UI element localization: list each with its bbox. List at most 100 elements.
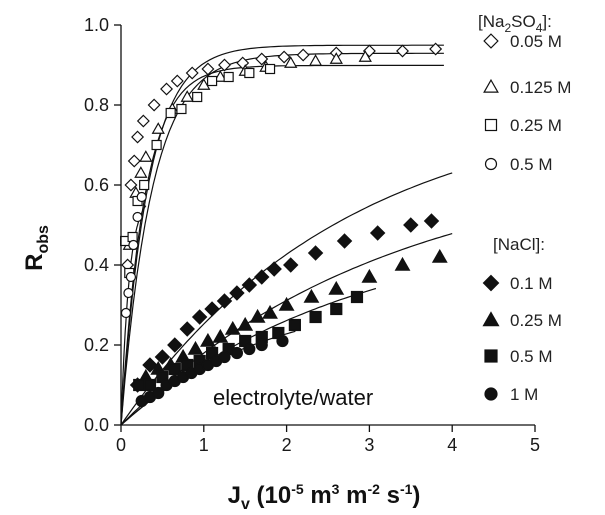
series-points xyxy=(120,191,147,319)
data-point-triangle xyxy=(237,316,254,331)
data-point-circle xyxy=(136,191,147,203)
legend-marker-square xyxy=(484,349,498,363)
data-point-square xyxy=(168,362,181,376)
y-tick-label: 0.0 xyxy=(84,415,109,435)
data-point-circle xyxy=(218,350,231,364)
legend-marker-square xyxy=(484,118,498,132)
legend-label: 0.25 M xyxy=(510,311,562,330)
data-point-diamond xyxy=(201,62,215,76)
data-point-diamond xyxy=(296,48,310,62)
data-point-triangle xyxy=(431,248,448,263)
legend-label: 0.5 M xyxy=(510,347,553,366)
data-point-diamond xyxy=(336,233,353,249)
x-axis-title: Jv (10-5 m3 m-2 s-1) xyxy=(228,481,421,513)
data-point-diamond xyxy=(266,261,282,277)
data-point-circle xyxy=(128,239,139,251)
data-point-triangle xyxy=(224,320,241,335)
data-point-square xyxy=(143,378,157,392)
data-point-diamond xyxy=(154,349,171,365)
series-points xyxy=(133,290,364,392)
data-point-diamond xyxy=(170,74,184,88)
y-tick-label: 1.0 xyxy=(84,15,109,35)
legend-marker-diamond xyxy=(483,33,499,49)
data-point-diamond xyxy=(216,293,233,309)
data-point-circle xyxy=(125,271,137,283)
x-tick-label: 5 xyxy=(530,435,540,455)
data-point-triangle xyxy=(180,90,194,102)
data-point-diamond xyxy=(179,321,195,337)
data-point-square xyxy=(330,302,343,316)
data-point-diamond xyxy=(204,301,220,317)
data-point-diamond xyxy=(241,277,258,293)
data-point-circle xyxy=(230,346,244,360)
data-point-triangle xyxy=(134,166,148,178)
data-point-square xyxy=(206,75,218,87)
data-point-circle xyxy=(276,334,289,348)
data-point-triangle xyxy=(151,122,165,134)
data-point-diamond xyxy=(131,130,145,144)
data-points xyxy=(120,42,448,408)
data-point-diamond xyxy=(254,269,270,285)
data-point-square xyxy=(139,179,150,191)
legend-marker-diamond xyxy=(482,274,500,292)
legend-label: 0.05 M xyxy=(510,32,562,51)
legend-title-nacl: [NaCl]: xyxy=(493,235,545,254)
data-point-triangle xyxy=(200,332,216,347)
data-point-circle xyxy=(132,211,143,223)
data-point-square xyxy=(244,67,255,79)
data-point-triangle xyxy=(328,280,345,295)
data-point-diamond xyxy=(124,178,138,192)
data-point-triangle xyxy=(358,50,372,62)
data-point-diamond xyxy=(147,98,161,112)
y-tick-label: 0.6 xyxy=(84,175,109,195)
data-point-triangle xyxy=(213,70,228,82)
data-point-circle xyxy=(120,307,132,319)
data-point-diamond xyxy=(307,245,324,261)
data-point-square xyxy=(176,103,187,115)
y-tick-label: 0.4 xyxy=(84,255,109,275)
y-axis-title: Robs xyxy=(21,225,52,271)
data-point-diamond xyxy=(403,217,419,233)
x-tick-label: 4 xyxy=(447,435,457,455)
data-point-triangle xyxy=(197,78,211,90)
data-point-square xyxy=(165,107,176,119)
legend-title-na2so4: [Na2SO4]: xyxy=(478,12,552,35)
series-points xyxy=(122,50,372,250)
legend-marker-triangle xyxy=(483,78,499,93)
series-points xyxy=(135,334,289,408)
data-point-diamond xyxy=(160,82,174,96)
data-point-square xyxy=(223,71,234,83)
legend-label: 0.125 M xyxy=(510,78,571,97)
legend-marker-circle xyxy=(484,157,498,171)
data-point-square xyxy=(151,139,162,151)
data-point-triangle xyxy=(284,56,298,68)
data-point-diamond xyxy=(185,66,199,80)
data-point-triangle xyxy=(329,52,343,64)
data-point-diamond xyxy=(142,357,158,373)
x-tick-label: 1 xyxy=(199,435,209,455)
legend-label: 1 M xyxy=(510,385,538,404)
data-point-triangle xyxy=(262,304,278,319)
data-point-triangle xyxy=(361,268,378,283)
data-point-square xyxy=(309,310,322,324)
data-point-diamond xyxy=(229,285,245,301)
data-point-circle xyxy=(123,287,134,299)
y-tick-label: 0.2 xyxy=(84,335,109,355)
data-point-square xyxy=(288,318,301,332)
data-point-diamond xyxy=(167,337,183,353)
data-point-triangle xyxy=(212,328,229,343)
data-point-triangle xyxy=(139,150,153,162)
data-point-diamond xyxy=(429,42,443,56)
data-point-circle xyxy=(243,342,256,356)
data-point-square xyxy=(192,91,203,103)
data-point-triangle xyxy=(308,54,323,66)
data-point-square xyxy=(350,290,364,304)
fit-curve xyxy=(120,64,444,426)
data-point-diamond xyxy=(218,58,231,72)
x-tick-label: 2 xyxy=(282,435,292,455)
data-point-diamond xyxy=(277,50,291,64)
legend-marker-circle xyxy=(484,387,498,401)
axis-ticks: 0 1 2 3 4 5 0.0 0.2 0.4 0.6 0.8 1.0 xyxy=(84,15,540,455)
data-point-diamond xyxy=(423,213,440,229)
